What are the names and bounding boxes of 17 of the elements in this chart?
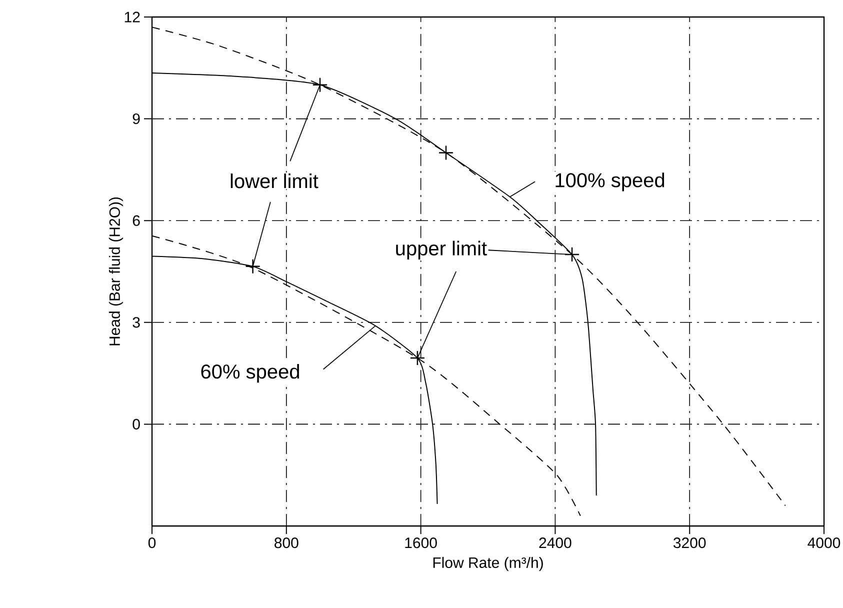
x-tick-label: 3200 (674, 538, 706, 548)
x-tick-label: 4000 (808, 538, 840, 548)
y-tick-label: 12 (124, 12, 140, 22)
y-tick-label: 3 (132, 317, 140, 328)
x-axis-title: Flow Rate (m³/h) (433, 556, 543, 571)
y-tick-label: 9 (132, 113, 140, 124)
x-tick-label: 800 (274, 538, 298, 548)
x-tick-label: 2400 (539, 538, 572, 548)
annotation: 100% speed (556, 172, 664, 192)
x-tick-label: 1600 (405, 538, 437, 548)
y-tick-label: 6 (132, 215, 140, 226)
annotation: upper limit (396, 240, 487, 260)
y-axis-title: Head (Bar fluid (H2O)) (108, 197, 123, 346)
annotation: 60% speed (201, 364, 299, 383)
x-tick-label: 0 (148, 538, 156, 548)
annotation: lower limit (230, 174, 318, 188)
y-tick-label: 0 (132, 418, 140, 430)
